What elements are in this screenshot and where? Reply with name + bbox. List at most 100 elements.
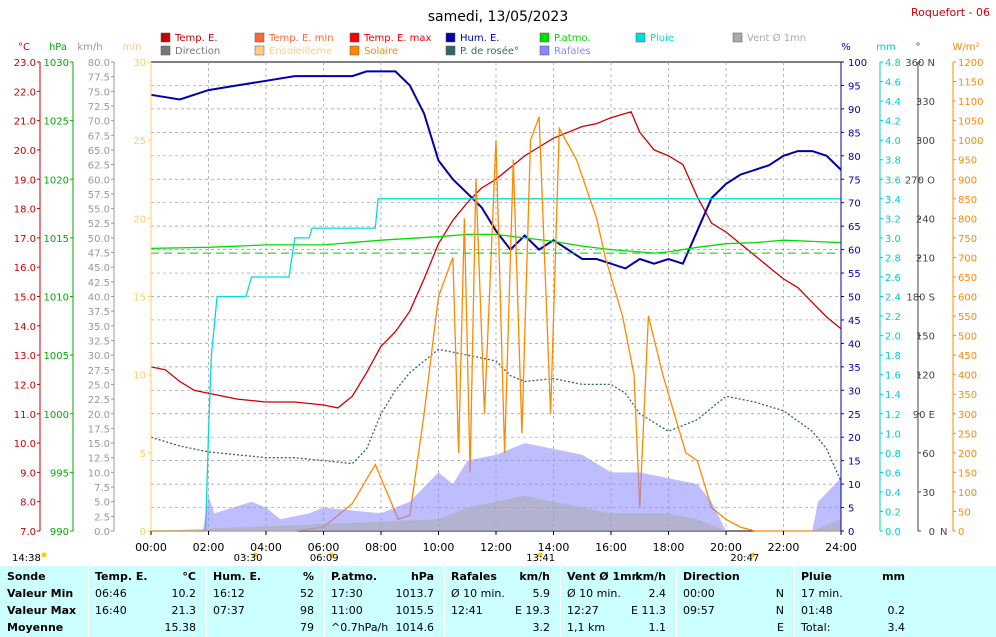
legend-label: Temp. E. min xyxy=(268,33,334,44)
tick-label-hum: 80 xyxy=(848,152,861,163)
stats-column: Vent Ø 1mn km/h Ø 10 min. 2.4 12:27 E 11.3 1,1… xyxy=(560,566,677,637)
axis-unit-min: min xyxy=(123,42,142,53)
tick-label-wind: 57.5 xyxy=(88,190,110,201)
series-p-de-ros-e- xyxy=(150,348,842,482)
tick-label-rain: 3.0 xyxy=(885,234,901,245)
x-tick-label: 06:00 xyxy=(308,541,340,554)
tick-label-wind: 80.0 xyxy=(88,58,110,69)
event-label: 03:30 xyxy=(234,553,263,564)
legend: Temp. E. Temp. E. min Temp. E. max Hum. E. P… xyxy=(160,32,806,57)
tick-label-press: 1030 xyxy=(44,58,69,69)
x-tick-label: 14:00 xyxy=(538,541,570,554)
tick-label-temp: 18.0 xyxy=(14,205,36,216)
tick-label-hum: 60 xyxy=(848,246,861,257)
series-rafales xyxy=(151,443,841,531)
legend-label: Rafales xyxy=(554,46,591,57)
tick-label-dir: 0 xyxy=(929,527,935,538)
legend-label: Temp. E. max xyxy=(363,33,432,44)
axis-unit-hum: % xyxy=(841,42,851,53)
tick-label-rain: 2.6 xyxy=(885,273,901,284)
stats-column: Temp. E. °C 06:46 10.2 16:40 21.3 15.38 xyxy=(88,566,207,637)
legend-label: Temp. E. xyxy=(174,33,218,44)
x-tick-label: 10:00 xyxy=(423,541,455,554)
stats-cell-value: km/h xyxy=(635,570,666,583)
tick-label-dir: 90 E xyxy=(913,410,935,421)
x-tick-label: 12:00 xyxy=(480,541,512,554)
series-pluie xyxy=(151,198,841,532)
stats-row-avg: Moyenne xyxy=(0,619,88,636)
stats-cell-value: mm xyxy=(882,570,905,583)
stats-cell-label: 17:30 xyxy=(331,587,363,600)
tick-label-rain: 0.2 xyxy=(885,507,901,518)
tick-label-solar: 1050 xyxy=(958,117,983,128)
stats-cell-value: 1014.6 xyxy=(395,621,435,634)
stats-cell-label: Temp. E. xyxy=(95,570,148,583)
stats-row-avg: 15.38 xyxy=(88,619,206,636)
stats-cell-value: 3.4 xyxy=(887,621,906,634)
tick-label-rain: 0.4 xyxy=(885,488,901,499)
tick-label-hum: 100 xyxy=(848,58,867,69)
tick-label-wind: 27.5 xyxy=(88,366,110,377)
tick-label-rain: 2.0 xyxy=(885,332,901,343)
stats-row-min: 06:46 10.2 xyxy=(88,585,206,602)
tick-label-solar: 450 xyxy=(958,351,977,362)
tick-label-solar: 800 xyxy=(958,214,977,225)
event-markers: 14:38 03:30 06:09 13:41 20:47 xyxy=(12,552,759,564)
stats-row-max: 07:37 98 xyxy=(206,602,324,619)
tick-label-hum: 25 xyxy=(848,410,861,421)
stats-cell-value: N xyxy=(775,587,784,600)
tick-label-wind: 45.0 xyxy=(88,263,110,274)
x-tick-label: 24:00 xyxy=(825,541,857,554)
tick-label-solar: 250 xyxy=(958,429,977,440)
tick-label-wind: 65.0 xyxy=(88,146,110,157)
stats-cell-label: Moyenne xyxy=(7,621,64,634)
tick-label-dir: 150 xyxy=(916,332,935,343)
x-tick-label: 18:00 xyxy=(653,541,685,554)
tick-label-temp: 20.0 xyxy=(14,146,36,157)
tick-label-hum: 70 xyxy=(848,199,861,210)
tick-label-rain: 3.8 xyxy=(885,156,901,167)
tick-label-solar: 1150 xyxy=(958,78,983,89)
stats-cell-value: 3.2 xyxy=(532,621,551,634)
tick-label-solar: 300 xyxy=(958,410,977,421)
stats-cell-value: 10.2 xyxy=(171,587,197,600)
tick-label-min: 0 xyxy=(140,527,146,538)
stats-row-avg: ^0.7hPa/h 1014.6 xyxy=(324,619,444,636)
tick-label-wind: 70.0 xyxy=(88,117,110,128)
tick-label-temp: 23.0 xyxy=(14,58,36,69)
tick-label-wind: 0.0 xyxy=(94,527,110,538)
tick-label-dir: 270 O xyxy=(905,175,935,186)
tick-label-wind: 37.5 xyxy=(88,307,110,318)
tick-label-rain: 1.0 xyxy=(885,429,901,440)
stats-row-min: 16:12 52 xyxy=(206,585,324,602)
axis-unit-rain: mm xyxy=(876,42,895,53)
tick-label-solar: 1200 xyxy=(958,58,983,69)
stats-row-head: Rafales km/h xyxy=(444,568,560,585)
stats-cell-value: % xyxy=(302,570,314,583)
event-marker xyxy=(537,552,543,558)
legend-label: Direction xyxy=(175,46,220,57)
stats-row-head: Temp. E. °C xyxy=(88,568,206,585)
stats-cell-value: 1013.7 xyxy=(395,587,435,600)
legend-swatch xyxy=(539,32,550,43)
axis-units: °C hPa km/h min% mm ° W/m² xyxy=(18,42,980,53)
legend-label: P. de rosée° xyxy=(460,45,519,57)
tick-label-dir: 60 xyxy=(922,449,935,460)
x-tick-label: 22:00 xyxy=(768,541,800,554)
legend-label: Solaire xyxy=(364,46,398,57)
x-tick-label: 20:00 xyxy=(710,541,742,554)
stats-cell-label: Valeur Max xyxy=(7,604,77,617)
tick-label-rain: 4.0 xyxy=(885,136,901,147)
stats-cell-label: 01:48 xyxy=(801,604,833,617)
tick-label-rain: 2.2 xyxy=(885,312,901,323)
stats-column: Sonde Valeur Min Valeur Max Moyenne xyxy=(0,566,89,637)
stats-cell-label: 11:00 xyxy=(331,604,363,617)
stats-cell-label: Vent Ø 1mn xyxy=(567,570,640,583)
event-marker xyxy=(329,552,335,558)
stats-cell-value: 79 xyxy=(300,621,314,634)
tick-label-solar: 500 xyxy=(958,332,977,343)
tick-label-rain: 1.4 xyxy=(885,390,901,401)
stats-cell-value: E 11.3 xyxy=(631,604,666,617)
tick-label-wind: 25.0 xyxy=(88,380,110,391)
tick-label-press: 990 xyxy=(50,527,69,538)
